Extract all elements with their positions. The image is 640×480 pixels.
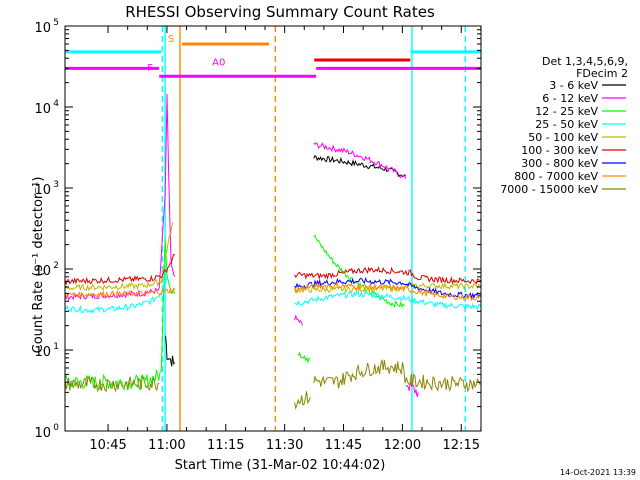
legend-label-2: 12 - 25 keV <box>535 105 598 118</box>
y-tick-label-4: 10 <box>34 102 51 117</box>
series-6-segment-0 <box>294 276 481 300</box>
x-tick-label-5: 12:00 <box>384 438 421 453</box>
timestamp: 14-Oct-2021 13:39 <box>560 468 636 477</box>
y-tick-exponent-5: 5 <box>53 18 59 28</box>
legend-label-4: 50 - 100 keV <box>528 131 598 144</box>
series-2-segment-1 <box>298 351 311 364</box>
chart-title: RHESSI Observing Summary Count Rates <box>125 3 435 21</box>
legend-label-6: 300 - 800 keV <box>521 157 598 170</box>
plot-area: SNA1FA0 <box>65 26 481 431</box>
x-tick-label-0: 10:45 <box>89 438 126 453</box>
flag-label-5: F <box>147 63 153 74</box>
series-1-segment-1 <box>294 314 303 326</box>
y-tick-label-2: 10 <box>34 264 51 279</box>
series-4-segment-0 <box>65 221 174 292</box>
series-8-segment-2 <box>313 359 481 393</box>
legend-header-1: FDecim 2 <box>576 67 628 80</box>
series-5-segment-1 <box>294 266 481 285</box>
series-7-segment-0 <box>65 287 176 299</box>
series-7-segment-1 <box>294 282 481 302</box>
legend-label-1: 6 - 12 keV <box>542 92 598 105</box>
y-tick-exponent-1: 1 <box>53 342 59 352</box>
legend-label-0: 3 - 6 keV <box>549 79 598 92</box>
y-tick-exponent-2: 2 <box>53 261 59 271</box>
series-4-segment-1 <box>294 281 481 295</box>
legend-label-8: 7000 - 15000 keV <box>500 183 598 196</box>
y-tick-label-3: 10 <box>34 183 51 198</box>
legend-header-0: Det 1,3,4,5,6,9, <box>542 55 628 68</box>
y-tick-label-0: 10 <box>34 426 51 441</box>
y-tick-label-5: 10 <box>34 21 51 36</box>
x-tick-label-3: 11:30 <box>266 438 303 453</box>
y-tick-label-1: 10 <box>34 345 51 360</box>
y-axis-label: Count Rate (s⁻¹ detector⁻¹) <box>31 177 46 354</box>
y-tick-exponent-4: 4 <box>53 99 59 109</box>
legend-label-5: 100 - 300 keV <box>521 144 598 157</box>
legend-label-7: 800 - 7000 keV <box>514 170 598 183</box>
x-tick-label-1: 11:00 <box>148 438 185 453</box>
series-2-segment-0 <box>65 238 176 392</box>
series-0-segment-0 <box>165 335 175 367</box>
series-1-segment-2 <box>313 142 407 179</box>
plot-frame <box>64 25 482 432</box>
series-5-segment-0 <box>65 253 175 286</box>
flag-label-0: S <box>168 34 174 45</box>
series-0-segment-1 <box>313 155 407 178</box>
x-tick-label-2: 11:15 <box>207 438 244 453</box>
series-8-segment-0 <box>65 375 160 393</box>
series-3-segment-1 <box>294 290 481 311</box>
flag-label-6: A0 <box>212 57 225 68</box>
x-tick-label-4: 11:45 <box>325 438 362 453</box>
x-axis-label: Start Time (31-Mar-02 10:44:02) <box>175 458 386 473</box>
series-3-segment-0 <box>65 274 169 314</box>
y-tick-exponent-3: 3 <box>53 180 59 190</box>
legend-label-3: 25 - 50 keV <box>535 118 598 131</box>
x-tick-label-6: 12:15 <box>443 438 480 453</box>
y-tick-exponent-0: 0 <box>53 423 59 433</box>
series-8-segment-1 <box>294 391 311 410</box>
